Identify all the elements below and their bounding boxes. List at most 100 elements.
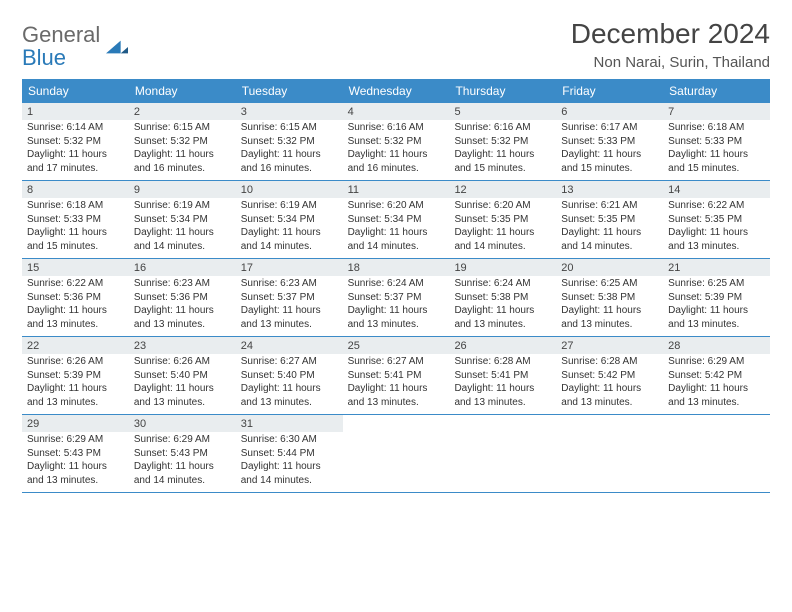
- sunset-line: Sunset: 5:34 PM: [241, 213, 338, 227]
- day-cell: 25Sunrise: 6:27 AMSunset: 5:41 PMDayligh…: [343, 337, 450, 414]
- sunrise-line: Sunrise: 6:29 AM: [134, 433, 231, 447]
- header: General Blue December 2024 Non Narai, Su…: [22, 18, 770, 71]
- brand-word1: General: [22, 22, 100, 47]
- day-details: Sunrise: 6:28 AMSunset: 5:42 PMDaylight:…: [556, 354, 663, 414]
- day-cell: ..: [449, 415, 556, 492]
- day-details: Sunrise: 6:20 AMSunset: 5:35 PMDaylight:…: [449, 198, 556, 258]
- day-details: Sunrise: 6:19 AMSunset: 5:34 PMDaylight:…: [236, 198, 343, 258]
- sunset-line: Sunset: 5:42 PM: [668, 369, 765, 383]
- day-cell: 28Sunrise: 6:29 AMSunset: 5:42 PMDayligh…: [663, 337, 770, 414]
- sunset-line: Sunset: 5:36 PM: [27, 291, 124, 305]
- logo-triangle-icon: [106, 40, 128, 54]
- day-number: 10: [236, 181, 343, 198]
- sunrise-line: Sunrise: 6:16 AM: [454, 121, 551, 135]
- daylight-line: Daylight: 11 hours and 16 minutes.: [348, 148, 445, 175]
- daylight-line: Daylight: 11 hours and 13 minutes.: [668, 226, 765, 253]
- day-number: 7: [663, 103, 770, 120]
- sunset-line: Sunset: 5:32 PM: [27, 135, 124, 149]
- day-details: Sunrise: 6:18 AMSunset: 5:33 PMDaylight:…: [22, 198, 129, 258]
- daylight-line: Daylight: 11 hours and 13 minutes.: [27, 382, 124, 409]
- location: Non Narai, Surin, Thailand: [571, 54, 770, 71]
- day-number: 22: [22, 337, 129, 354]
- week-row: 1Sunrise: 6:14 AMSunset: 5:32 PMDaylight…: [22, 103, 770, 181]
- sunrise-line: Sunrise: 6:18 AM: [27, 199, 124, 213]
- day-cell: 11Sunrise: 6:20 AMSunset: 5:34 PMDayligh…: [343, 181, 450, 258]
- daylight-line: Daylight: 11 hours and 14 minutes.: [134, 226, 231, 253]
- day-number: 28: [663, 337, 770, 354]
- day-cell: 19Sunrise: 6:24 AMSunset: 5:38 PMDayligh…: [449, 259, 556, 336]
- day-details: Sunrise: 6:24 AMSunset: 5:37 PMDaylight:…: [343, 276, 450, 336]
- day-number: 6: [556, 103, 663, 120]
- sunrise-line: Sunrise: 6:24 AM: [454, 277, 551, 291]
- day-details: Sunrise: 6:27 AMSunset: 5:40 PMDaylight:…: [236, 354, 343, 414]
- sunset-line: Sunset: 5:43 PM: [134, 447, 231, 461]
- logo-text-wrap: General Blue: [22, 24, 100, 70]
- day-cell: 30Sunrise: 6:29 AMSunset: 5:43 PMDayligh…: [129, 415, 236, 492]
- sunrise-line: Sunrise: 6:21 AM: [561, 199, 658, 213]
- daylight-line: Daylight: 11 hours and 14 minutes.: [454, 226, 551, 253]
- sunset-line: Sunset: 5:37 PM: [241, 291, 338, 305]
- day-cell: 23Sunrise: 6:26 AMSunset: 5:40 PMDayligh…: [129, 337, 236, 414]
- sunset-line: Sunset: 5:32 PM: [241, 135, 338, 149]
- day-details: Sunrise: 6:23 AMSunset: 5:36 PMDaylight:…: [129, 276, 236, 336]
- day-number: 4: [343, 103, 450, 120]
- sunrise-line: Sunrise: 6:22 AM: [668, 199, 765, 213]
- sunset-line: Sunset: 5:44 PM: [241, 447, 338, 461]
- day-details: Sunrise: 6:15 AMSunset: 5:32 PMDaylight:…: [129, 120, 236, 180]
- day-details: Sunrise: 6:19 AMSunset: 5:34 PMDaylight:…: [129, 198, 236, 258]
- calendar-page: General Blue December 2024 Non Narai, Su…: [0, 0, 792, 511]
- sunset-line: Sunset: 5:35 PM: [668, 213, 765, 227]
- daylight-line: Daylight: 11 hours and 15 minutes.: [27, 226, 124, 253]
- day-cell: 21Sunrise: 6:25 AMSunset: 5:39 PMDayligh…: [663, 259, 770, 336]
- sunrise-line: Sunrise: 6:19 AM: [134, 199, 231, 213]
- daylight-line: Daylight: 11 hours and 13 minutes.: [348, 304, 445, 331]
- day-number: 20: [556, 259, 663, 276]
- daylight-line: Daylight: 11 hours and 13 minutes.: [561, 304, 658, 331]
- day-cell: 2Sunrise: 6:15 AMSunset: 5:32 PMDaylight…: [129, 103, 236, 180]
- day-cell: 4Sunrise: 6:16 AMSunset: 5:32 PMDaylight…: [343, 103, 450, 180]
- day-details: Sunrise: 6:16 AMSunset: 5:32 PMDaylight:…: [343, 120, 450, 180]
- day-cell: 5Sunrise: 6:16 AMSunset: 5:32 PMDaylight…: [449, 103, 556, 180]
- daylight-line: Daylight: 11 hours and 13 minutes.: [27, 304, 124, 331]
- week-row: 22Sunrise: 6:26 AMSunset: 5:39 PMDayligh…: [22, 337, 770, 415]
- day-cell: 18Sunrise: 6:24 AMSunset: 5:37 PMDayligh…: [343, 259, 450, 336]
- day-details: Sunrise: 6:15 AMSunset: 5:32 PMDaylight:…: [236, 120, 343, 180]
- sunrise-line: Sunrise: 6:23 AM: [134, 277, 231, 291]
- week-row: 8Sunrise: 6:18 AMSunset: 5:33 PMDaylight…: [22, 181, 770, 259]
- weekday-wednesday: Wednesday: [343, 79, 450, 103]
- sunset-line: Sunset: 5:35 PM: [454, 213, 551, 227]
- day-cell: 16Sunrise: 6:23 AMSunset: 5:36 PMDayligh…: [129, 259, 236, 336]
- sunrise-line: Sunrise: 6:17 AM: [561, 121, 658, 135]
- day-number: 11: [343, 181, 450, 198]
- day-number: 25: [343, 337, 450, 354]
- sunrise-line: Sunrise: 6:22 AM: [27, 277, 124, 291]
- week-row: 15Sunrise: 6:22 AMSunset: 5:36 PMDayligh…: [22, 259, 770, 337]
- daylight-line: Daylight: 11 hours and 13 minutes.: [668, 304, 765, 331]
- day-cell: 6Sunrise: 6:17 AMSunset: 5:33 PMDaylight…: [556, 103, 663, 180]
- day-details: Sunrise: 6:29 AMSunset: 5:43 PMDaylight:…: [129, 432, 236, 492]
- weekday-tuesday: Tuesday: [236, 79, 343, 103]
- day-number: 29: [22, 415, 129, 432]
- sunrise-line: Sunrise: 6:28 AM: [454, 355, 551, 369]
- day-number: 15: [22, 259, 129, 276]
- sunset-line: Sunset: 5:33 PM: [27, 213, 124, 227]
- day-number: 18: [343, 259, 450, 276]
- day-number: 24: [236, 337, 343, 354]
- day-details: Sunrise: 6:22 AMSunset: 5:36 PMDaylight:…: [22, 276, 129, 336]
- day-number: 8: [22, 181, 129, 198]
- sunrise-line: Sunrise: 6:25 AM: [668, 277, 765, 291]
- day-number: 9: [129, 181, 236, 198]
- day-cell: 1Sunrise: 6:14 AMSunset: 5:32 PMDaylight…: [22, 103, 129, 180]
- day-details: Sunrise: 6:29 AMSunset: 5:42 PMDaylight:…: [663, 354, 770, 414]
- day-details: Sunrise: 6:30 AMSunset: 5:44 PMDaylight:…: [236, 432, 343, 492]
- sunset-line: Sunset: 5:41 PM: [348, 369, 445, 383]
- sunrise-line: Sunrise: 6:16 AM: [348, 121, 445, 135]
- day-cell: 12Sunrise: 6:20 AMSunset: 5:35 PMDayligh…: [449, 181, 556, 258]
- day-number: 16: [129, 259, 236, 276]
- day-details: Sunrise: 6:24 AMSunset: 5:38 PMDaylight:…: [449, 276, 556, 336]
- sunset-line: Sunset: 5:38 PM: [561, 291, 658, 305]
- day-details: Sunrise: 6:17 AMSunset: 5:33 PMDaylight:…: [556, 120, 663, 180]
- title-block: December 2024 Non Narai, Surin, Thailand: [571, 18, 770, 71]
- day-cell: 15Sunrise: 6:22 AMSunset: 5:36 PMDayligh…: [22, 259, 129, 336]
- sunset-line: Sunset: 5:37 PM: [348, 291, 445, 305]
